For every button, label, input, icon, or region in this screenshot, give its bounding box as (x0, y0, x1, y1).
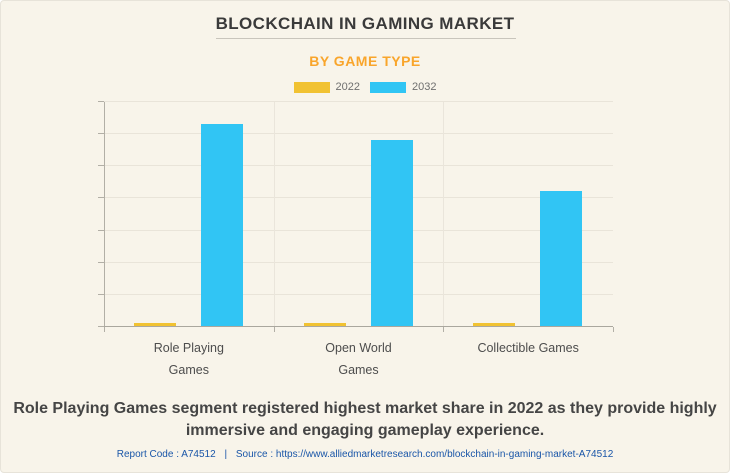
source-link[interactable]: https://www.alliedmarketresearch.com/blo… (275, 449, 614, 460)
y-axis-tick (98, 293, 104, 295)
v-gridline (273, 102, 275, 327)
category-label-open-world-games: Open World Games (325, 341, 392, 377)
h-gridline (104, 133, 613, 135)
y-axis-tick (98, 165, 104, 167)
chart-subtitle: BY GAME TYPE (309, 53, 421, 69)
x-axis-tick (273, 327, 275, 332)
bar-2022-open-world-games (303, 322, 346, 326)
x-axis-tick (443, 327, 445, 332)
v-gridline (443, 102, 445, 327)
y-axis (104, 102, 105, 332)
insight-text: Role Playing Games segment registered hi… (7, 398, 723, 442)
x-axis-tick (613, 327, 614, 332)
bar-2032-role-playing-games (201, 123, 243, 326)
chart-title: BLOCKCHAIN IN GAMING MARKET (215, 14, 515, 33)
legend-label-2032: 2032 (412, 81, 437, 93)
insight-line-2: immersive and engaging gameplay experien… (185, 422, 545, 439)
legend-label-2022: 2022 (335, 81, 360, 93)
chart-legend: 2022 2032 (1, 81, 729, 93)
y-axis-tick (98, 261, 104, 263)
report-code: Report Code : A74512 (116, 449, 216, 460)
legend-swatch-2032 (370, 81, 406, 93)
legend-swatch-2022 (293, 81, 330, 93)
y-axis-tick (98, 326, 104, 327)
plot-area (98, 101, 614, 332)
category-label-role-playing-games: Role Playing Games (153, 341, 224, 377)
bar-2032-collectible-games (540, 191, 583, 326)
h-gridline (104, 293, 613, 295)
y-axis-tick (98, 101, 104, 102)
y-axis-tick (98, 197, 104, 199)
source-label: Source : (235, 449, 274, 460)
x-axis (104, 326, 613, 327)
bar-2022-role-playing-games (134, 322, 176, 326)
bar-2022-collectible-games (473, 322, 516, 326)
report-separator: | (224, 449, 228, 460)
h-gridline (104, 101, 613, 102)
y-axis-tick (98, 229, 104, 231)
report-line: Report Code : A74512 | Source : https://… (1, 449, 729, 460)
h-gridline (104, 261, 613, 263)
h-gridline (104, 229, 613, 231)
category-label-collectible-games: Collectible Games (477, 341, 579, 355)
h-gridline (104, 197, 613, 199)
bar-2032-open-world-games (370, 139, 413, 326)
legend-item-2022: 2022 (293, 81, 360, 93)
insight-line-1: Role Playing Games segment registered hi… (13, 400, 717, 417)
h-gridline (104, 165, 613, 167)
legend-item-2032: 2032 (370, 81, 436, 93)
title-divider (216, 38, 516, 39)
y-axis-tick (98, 133, 104, 135)
